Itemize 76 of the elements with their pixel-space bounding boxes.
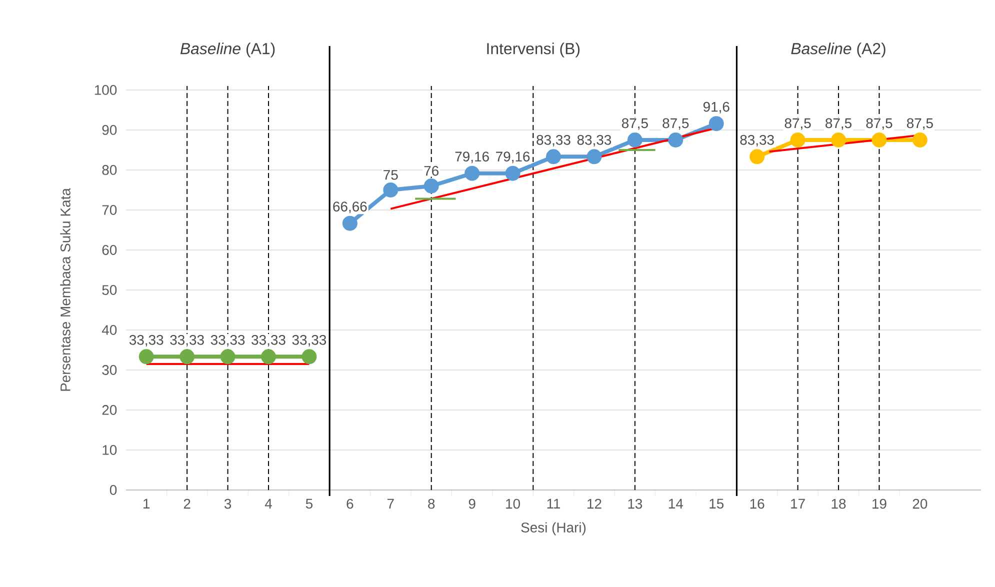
y-tick-label: 100 bbox=[94, 85, 117, 95]
data-label: 87,5 bbox=[866, 118, 892, 130]
x-tick-label: 8 bbox=[428, 498, 435, 509]
data-label: 33,33 bbox=[252, 334, 286, 346]
data-label: 83,33 bbox=[577, 134, 612, 146]
y-tick-label: 20 bbox=[102, 405, 117, 415]
x-axis-title: Sesi (Hari) bbox=[521, 522, 586, 536]
data-label: 87,5 bbox=[784, 118, 811, 130]
y-tick-label: 30 bbox=[102, 365, 117, 375]
point bbox=[383, 182, 398, 198]
y-tick-label: 90 bbox=[102, 125, 117, 135]
x-tick-label: 17 bbox=[791, 498, 805, 508]
x-tick-label: 13 bbox=[628, 498, 642, 509]
x-tick-label: 5 bbox=[306, 498, 313, 509]
data-label: 87,5 bbox=[826, 118, 852, 130]
y-tick-label: 60 bbox=[102, 245, 117, 255]
point bbox=[668, 132, 684, 148]
point bbox=[261, 349, 276, 364]
point bbox=[912, 132, 928, 148]
data-label: 87,5 bbox=[622, 118, 648, 130]
point bbox=[708, 116, 724, 132]
point bbox=[464, 166, 480, 181]
data-label: 33,33 bbox=[129, 334, 164, 346]
x-tick-label: 19 bbox=[872, 498, 886, 509]
x-tick-label: 15 bbox=[710, 498, 724, 509]
data-label: 33,33 bbox=[210, 334, 245, 346]
data-label: 83,33 bbox=[740, 134, 774, 146]
data-label: 83,33 bbox=[536, 134, 570, 146]
point bbox=[180, 349, 195, 364]
point bbox=[220, 349, 236, 364]
y-tick-label: 40 bbox=[102, 325, 117, 335]
x-tick-label: 11 bbox=[547, 498, 560, 508]
y-tick-label: 80 bbox=[102, 165, 117, 175]
point bbox=[831, 132, 846, 148]
y-tick-label: 0 bbox=[110, 485, 117, 495]
x-tick-label: 16 bbox=[750, 498, 764, 509]
point bbox=[342, 216, 358, 231]
x-tick-label: 18 bbox=[832, 498, 846, 509]
x-tick-label: 9 bbox=[468, 498, 476, 509]
data-label: 66,66 bbox=[333, 202, 367, 214]
text: Intervensi (B) bbox=[487, 42, 580, 58]
x-tick-label: 2 bbox=[184, 498, 190, 509]
x-tick-label: 12 bbox=[588, 498, 602, 509]
y-tick-label: 10 bbox=[102, 445, 117, 455]
y-tick-label: 70 bbox=[102, 205, 117, 215]
x-tick-label: 20 bbox=[912, 498, 928, 509]
data-label: 91,6 bbox=[703, 102, 730, 114]
x-tick-label: 4 bbox=[264, 498, 272, 508]
x-tick-label: 10 bbox=[506, 498, 520, 509]
point bbox=[627, 132, 642, 148]
x-tick-label: 1 bbox=[144, 498, 150, 508]
data-label: 87,5 bbox=[662, 118, 689, 130]
data-label: 87,5 bbox=[906, 118, 933, 130]
text: Baseline (A2) bbox=[791, 42, 886, 58]
text: Baseline (A1) bbox=[180, 42, 275, 58]
point bbox=[505, 166, 520, 181]
data-label: 79,16 bbox=[455, 152, 489, 164]
point bbox=[586, 149, 602, 164]
x-tick-label: 7 bbox=[387, 498, 394, 508]
point bbox=[790, 132, 806, 148]
data-label: 79,16 bbox=[496, 152, 530, 164]
y-tick-label: 50 bbox=[102, 285, 117, 295]
point bbox=[546, 149, 562, 164]
point bbox=[750, 149, 765, 164]
point bbox=[138, 349, 154, 364]
y-axis-title: Persentase Membaca Suku Kata bbox=[60, 188, 70, 391]
data-label: 33,33 bbox=[292, 334, 326, 346]
point bbox=[302, 349, 317, 364]
point bbox=[424, 178, 439, 194]
data-label: 33,33 bbox=[170, 334, 204, 346]
x-tick-label: 6 bbox=[346, 498, 354, 509]
data-label: 76 bbox=[424, 166, 438, 176]
point bbox=[872, 132, 887, 148]
x-tick-label: 3 bbox=[224, 498, 232, 509]
data-label: 75 bbox=[384, 170, 398, 180]
x-tick-label: 14 bbox=[668, 498, 683, 508]
